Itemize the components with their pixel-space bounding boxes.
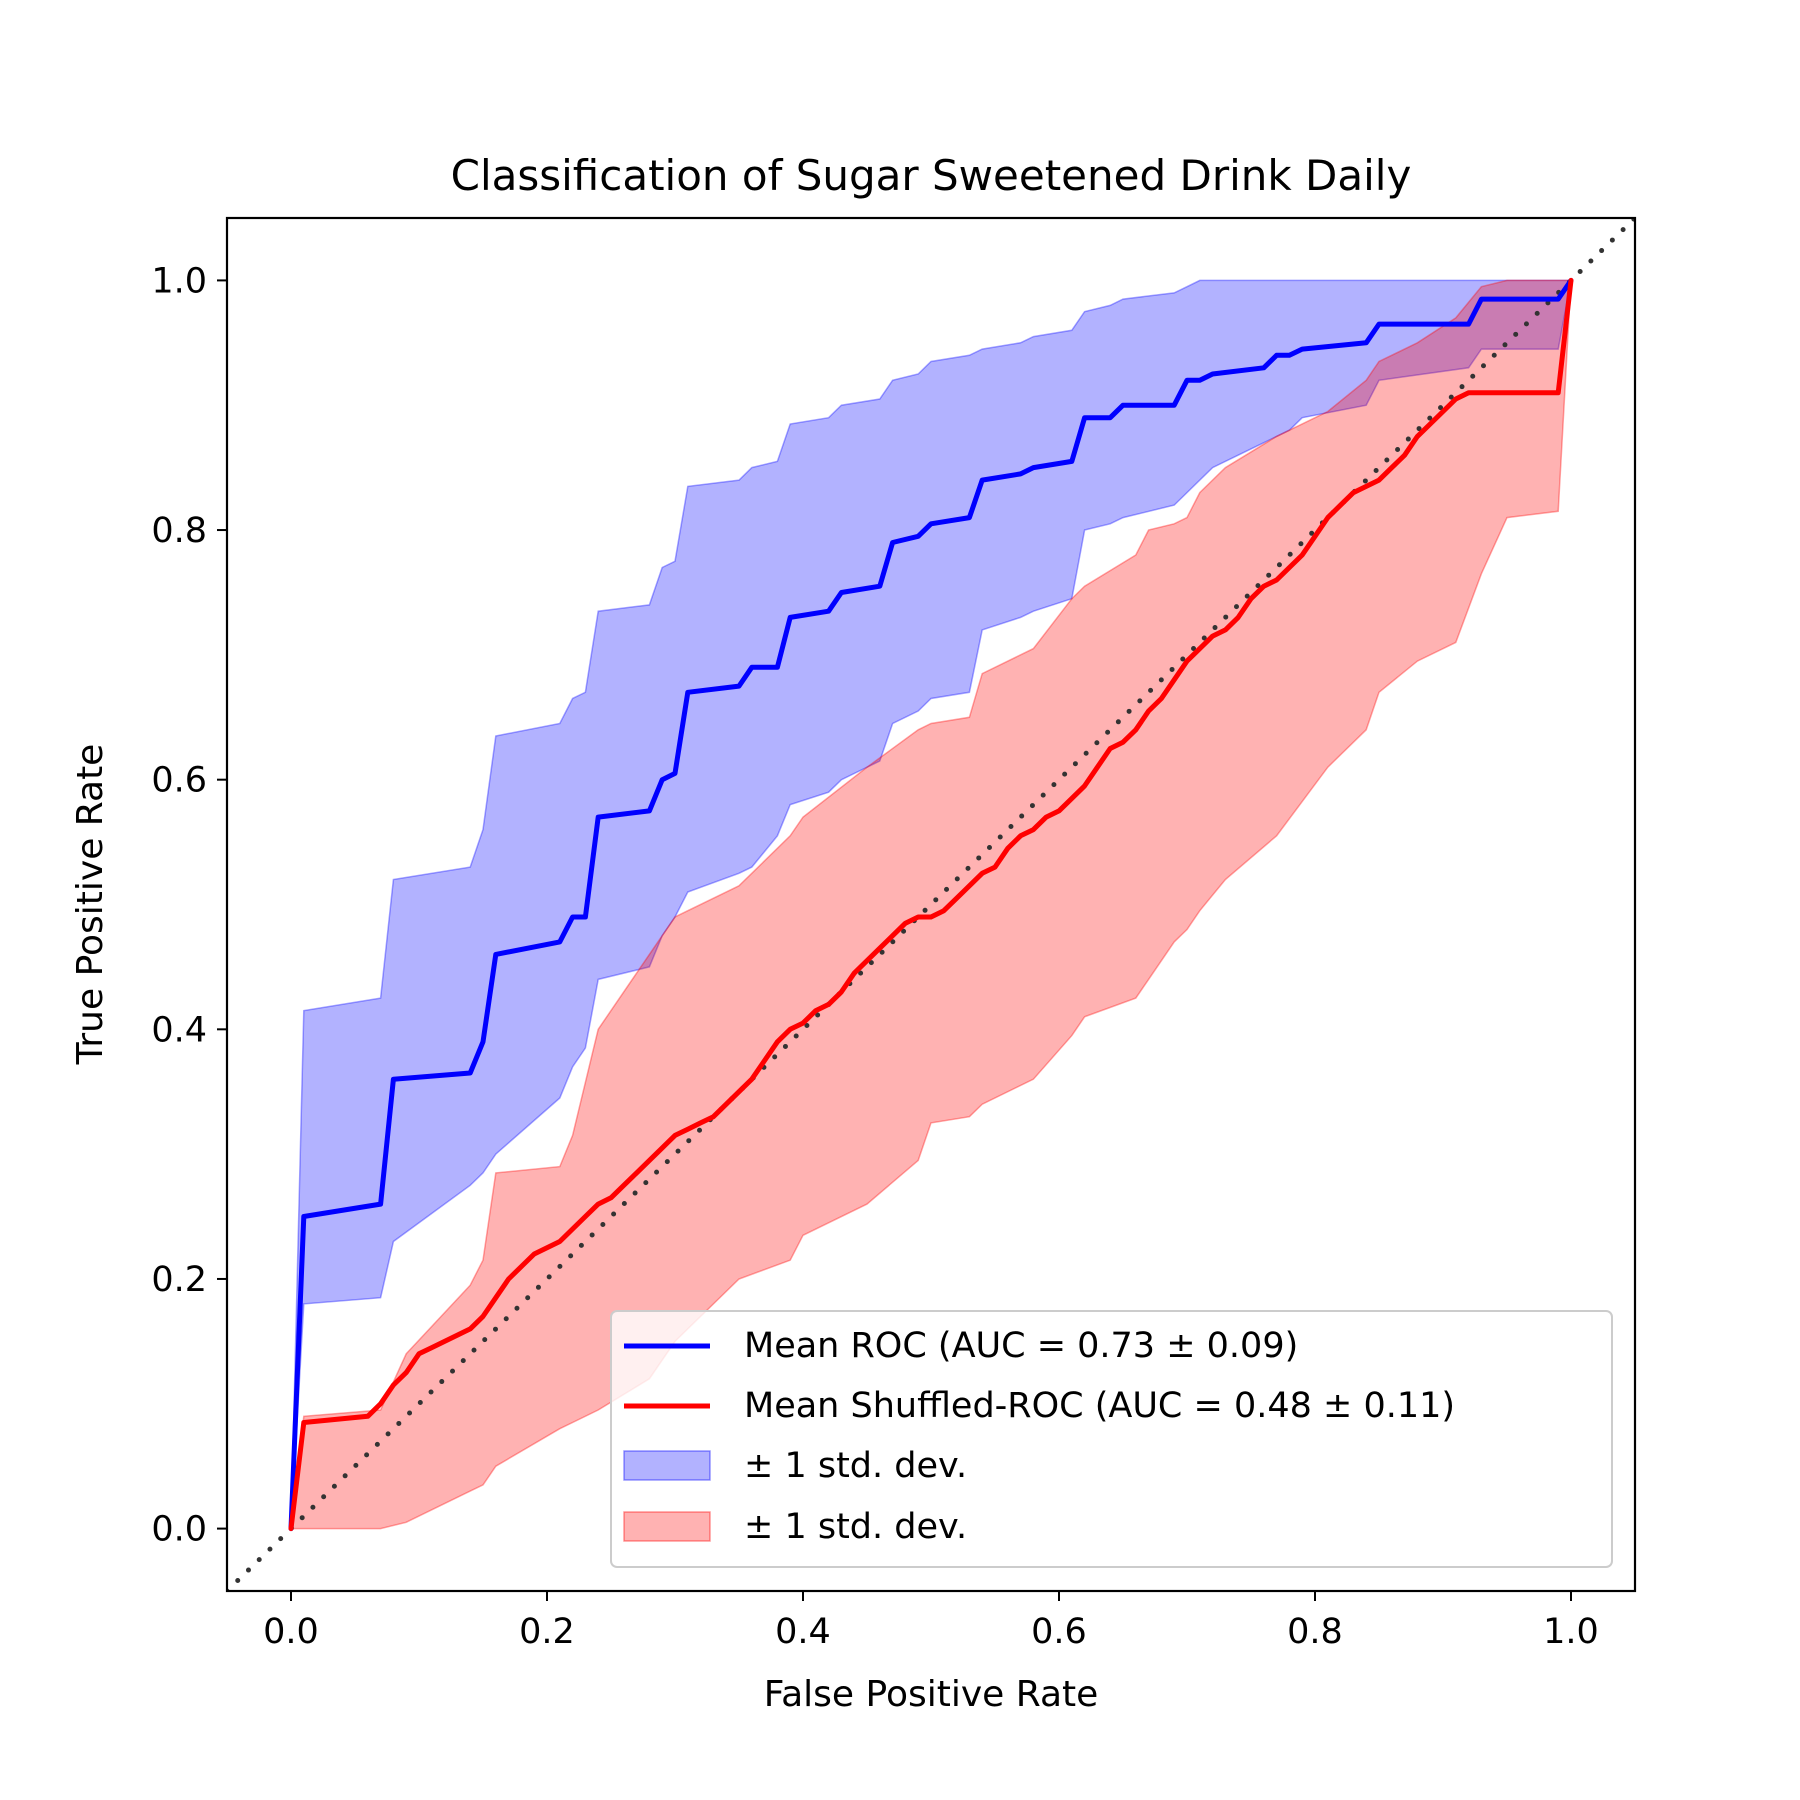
x-tick-label: 0.6 (1031, 1612, 1087, 1652)
legend-label-mean-roc: Mean ROC (AUC = 0.73 ± 0.09) (744, 1326, 1298, 1366)
chart-title: Classification of Sugar Sweetened Drink … (451, 151, 1412, 200)
chance-diagonal-line (227, 218, 1635, 1591)
x-tick-label: 0.0 (263, 1612, 319, 1652)
legend-swatch-shuffled-band (623, 1511, 711, 1542)
plot-area (227, 218, 1635, 1591)
mean-roc-line (288, 277, 1574, 1532)
x-tick-label: 1.0 (1543, 1612, 1599, 1652)
y-tick-label: 0.8 (151, 511, 207, 551)
legend-label-shuffled-band: ± 1 std. dev. (744, 1507, 967, 1547)
y-tick-label: 0.4 (151, 1010, 207, 1050)
y-tick-label: 0.0 (151, 1510, 207, 1550)
y-tick-label: 0.2 (151, 1260, 207, 1300)
legend-swatch-roc-band (623, 1450, 711, 1481)
legend: Mean ROC (AUC = 0.73 ± 0.09) Mean Shuffl… (610, 1310, 1613, 1568)
y-axis: 0.0 0.2 0.4 0.6 0.8 1.0 (151, 261, 227, 1550)
x-tick-label: 0.2 (519, 1612, 575, 1652)
y-axis-label: True Positive Rate (70, 744, 111, 1066)
legend-label-roc-band: ± 1 std. dev. (744, 1446, 967, 1486)
legend-label-shuffled-roc: Mean Shuffled-ROC (AUC = 0.48 ± 0.11) (744, 1386, 1455, 1426)
y-tick-label: 0.6 (151, 761, 207, 801)
mean-shuffled-roc-line (288, 277, 1574, 1532)
x-axis-label: False Positive Rate (764, 1674, 1099, 1715)
x-axis: 0.0 0.2 0.4 0.6 0.8 1.0 (263, 1591, 1599, 1652)
x-tick-label: 0.4 (775, 1612, 831, 1652)
y-tick-label: 1.0 (151, 261, 207, 301)
x-tick-label: 0.8 (1287, 1612, 1343, 1652)
plot-frame (225, 216, 1637, 1593)
legend-frame (610, 1310, 1613, 1568)
